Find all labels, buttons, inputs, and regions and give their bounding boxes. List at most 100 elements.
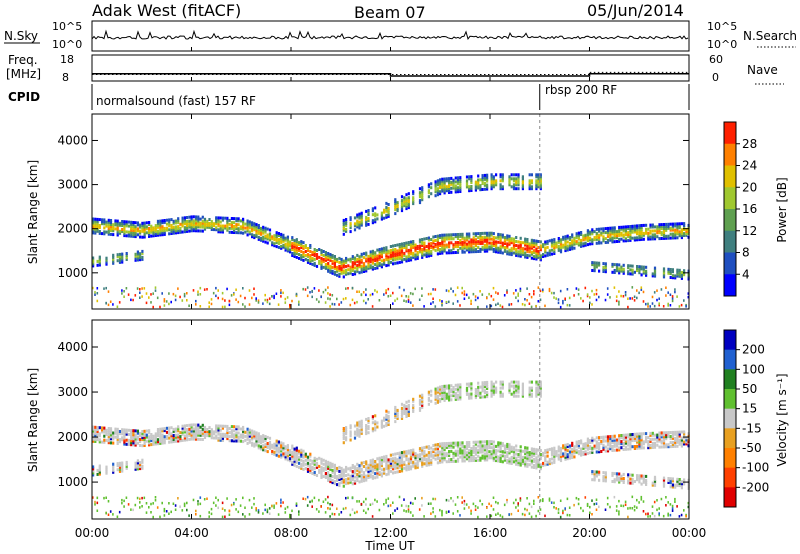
power-cell: [181, 299, 184, 302]
power-cell: [667, 234, 670, 238]
power-cell: [680, 275, 683, 278]
power-cell: [134, 227, 137, 231]
velocity-cell: [94, 433, 97, 437]
velocity-cell: [533, 451, 536, 455]
power-cell: [542, 290, 544, 293]
velocity-cell: [342, 437, 345, 441]
power-cell: [483, 187, 486, 191]
velocity-cell: [369, 503, 372, 506]
power-cell: [479, 236, 482, 239]
power-cell: [427, 236, 430, 240]
power-cell: [311, 251, 314, 254]
power-cell: [255, 227, 258, 231]
velocity-cell: [309, 466, 312, 470]
power-cell: [233, 227, 236, 230]
power-cell: [441, 251, 444, 255]
power-cell: [450, 241, 453, 245]
power-cell: [172, 229, 175, 233]
power-cell: [188, 221, 191, 225]
velocity-cell: [228, 513, 231, 516]
power-cell: [537, 173, 540, 177]
power-cell: [676, 272, 679, 276]
velocity-cell: [477, 450, 480, 454]
power-cell: [430, 192, 433, 196]
velocity-cell: [448, 441, 451, 445]
power-cell: [385, 246, 388, 250]
velocity-cell: [425, 445, 428, 449]
power-cell: [195, 299, 197, 303]
power-cell: [210, 222, 213, 226]
power-cell: [342, 232, 345, 236]
power-cell: [365, 215, 368, 219]
power-cell: [474, 240, 477, 244]
velocity-cell: [432, 448, 435, 452]
velocity-cell: [295, 464, 298, 468]
power-cell: [257, 299, 260, 302]
velocity-cell: [481, 383, 484, 387]
power-cell: [421, 188, 424, 192]
power-cell: [385, 250, 388, 254]
power-cell: [463, 293, 466, 296]
velocity-cell: [143, 435, 146, 439]
power-cell: [228, 230, 231, 234]
power-cell: [640, 235, 643, 239]
velocity-cell: [286, 452, 289, 456]
velocity-cell: [383, 416, 386, 420]
power-cell: [400, 254, 404, 258]
power-cell: [275, 241, 278, 245]
power-cell: [653, 270, 657, 274]
power-cell: [662, 305, 665, 308]
velocity-cell: [349, 430, 352, 434]
velocity-cell: [186, 434, 189, 438]
power-cell: [251, 225, 254, 229]
velocity-cell: [324, 461, 327, 465]
power-cell: [262, 302, 264, 305]
velocity-cell: [134, 439, 137, 443]
power-cell: [609, 232, 612, 236]
power-cell: [577, 293, 580, 296]
velocity-cell: [336, 479, 339, 482]
power-cell: [246, 221, 249, 225]
power-cell: [678, 224, 681, 228]
power-cell: [280, 289, 282, 292]
velocity-cell: [557, 445, 560, 449]
power-cell: [631, 230, 634, 234]
velocity-cell: [434, 515, 437, 518]
power-cell: [602, 237, 605, 241]
velocity-cell: [329, 476, 332, 479]
velocity-cell: [367, 417, 370, 420]
velocity-cell: [353, 465, 357, 469]
velocity-cell: [405, 504, 407, 508]
power-cell: [454, 245, 457, 249]
velocity-cell: [535, 394, 538, 398]
power-cell: [566, 240, 569, 244]
velocity-cell: [221, 436, 224, 440]
power-cell: [365, 219, 368, 223]
velocity-cell: [179, 431, 182, 435]
velocity-cell: [277, 454, 280, 458]
power-cell: [154, 224, 157, 228]
power-cell: [387, 261, 390, 265]
velocity-cell: [197, 500, 199, 503]
power-cell: [121, 228, 124, 231]
power-cell: [638, 234, 641, 238]
power-cell: [365, 209, 368, 213]
velocity-cell: [562, 452, 565, 456]
power-cell: [340, 261, 343, 265]
velocity-cell: [387, 458, 390, 462]
power-cell: [539, 254, 542, 258]
power-cell: [591, 238, 594, 242]
velocity-cell: [439, 460, 442, 464]
velocity-cell: [383, 457, 386, 461]
power-cell: [378, 261, 381, 265]
power-cell: [671, 299, 674, 303]
velocity-cell: [562, 446, 565, 450]
velocity-cell: [432, 450, 435, 454]
velocity-cell: [356, 475, 359, 478]
velocity-cell: [277, 446, 280, 450]
power-cell: [573, 246, 576, 250]
power-cell: [221, 291, 224, 295]
velocity-cell: [345, 426, 348, 430]
power-cell: [199, 223, 202, 227]
power-cell: [528, 179, 531, 183]
